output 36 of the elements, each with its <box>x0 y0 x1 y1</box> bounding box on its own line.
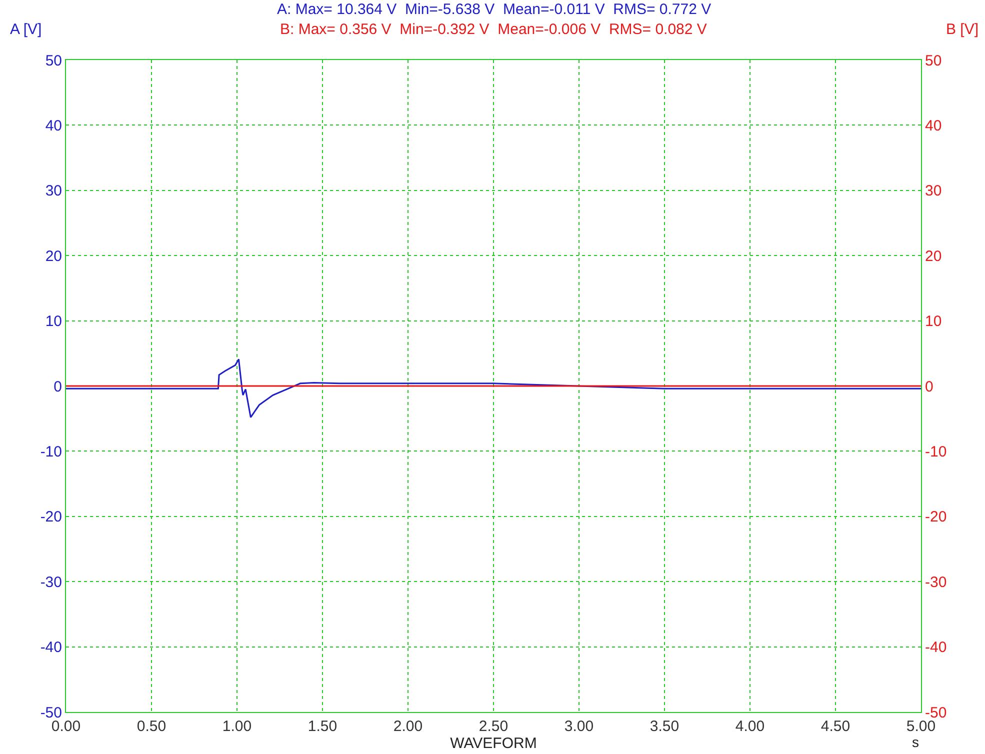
x-tick-label: 4.00 <box>735 718 765 735</box>
y2-tick-label: 40 <box>925 117 942 134</box>
y-tick-label: 50 <box>45 52 62 70</box>
y-axis-title: A [V] <box>10 21 42 38</box>
y2-tick-label: 0 <box>925 378 934 396</box>
x-tick-label: 3.00 <box>564 718 594 735</box>
chart-title: A: Max= 10.364 V Min=-5.638 V Mean=-0.011 V RMS= 0.772 V <box>277 1 712 18</box>
y-tick-label: -10 <box>40 443 62 460</box>
line-series <box>66 358 921 418</box>
y-tick-label: -30 <box>40 574 62 591</box>
y2-tick-label: -40 <box>925 639 947 656</box>
y-tick-label: 20 <box>45 248 62 265</box>
x-tick-label: 1.00 <box>222 718 252 735</box>
y2-axis-title: B [V] <box>946 21 979 38</box>
y-tick-label: 30 <box>45 182 62 200</box>
x-tick-label: 0.50 <box>136 718 166 735</box>
y2-tick-label: 30 <box>925 182 942 200</box>
x-tick-label: 2.50 <box>478 718 508 735</box>
x-tick-label: 3.50 <box>650 718 680 735</box>
y2-tick-label: 20 <box>925 248 942 265</box>
y2-tick-label: -10 <box>925 443 947 460</box>
y2-tick-label: 10 <box>925 313 942 330</box>
y2-tick-label: -30 <box>925 574 947 591</box>
y-tick-label: -20 <box>40 508 62 526</box>
y-tick-label: 10 <box>45 313 62 330</box>
y2-tick-label: 50 <box>925 52 942 70</box>
x-tick-label: 2.00 <box>393 718 423 735</box>
text: s <box>912 734 919 750</box>
y-tick-label: 40 <box>45 117 62 134</box>
x-axis-title: WAVEFORM <box>450 735 537 752</box>
x-tick-label: 1.50 <box>308 718 338 735</box>
chart-subtitle: B: Max= 0.356 V Min=-0.392 V Mean=-0.006 V RMS= 0.082 V <box>280 21 707 38</box>
x-tick-label: 4.50 <box>820 718 850 735</box>
y-tick-label: -40 <box>40 639 62 656</box>
y-tick-label: 0 <box>54 378 62 396</box>
y2-tick-label: -20 <box>925 508 947 526</box>
